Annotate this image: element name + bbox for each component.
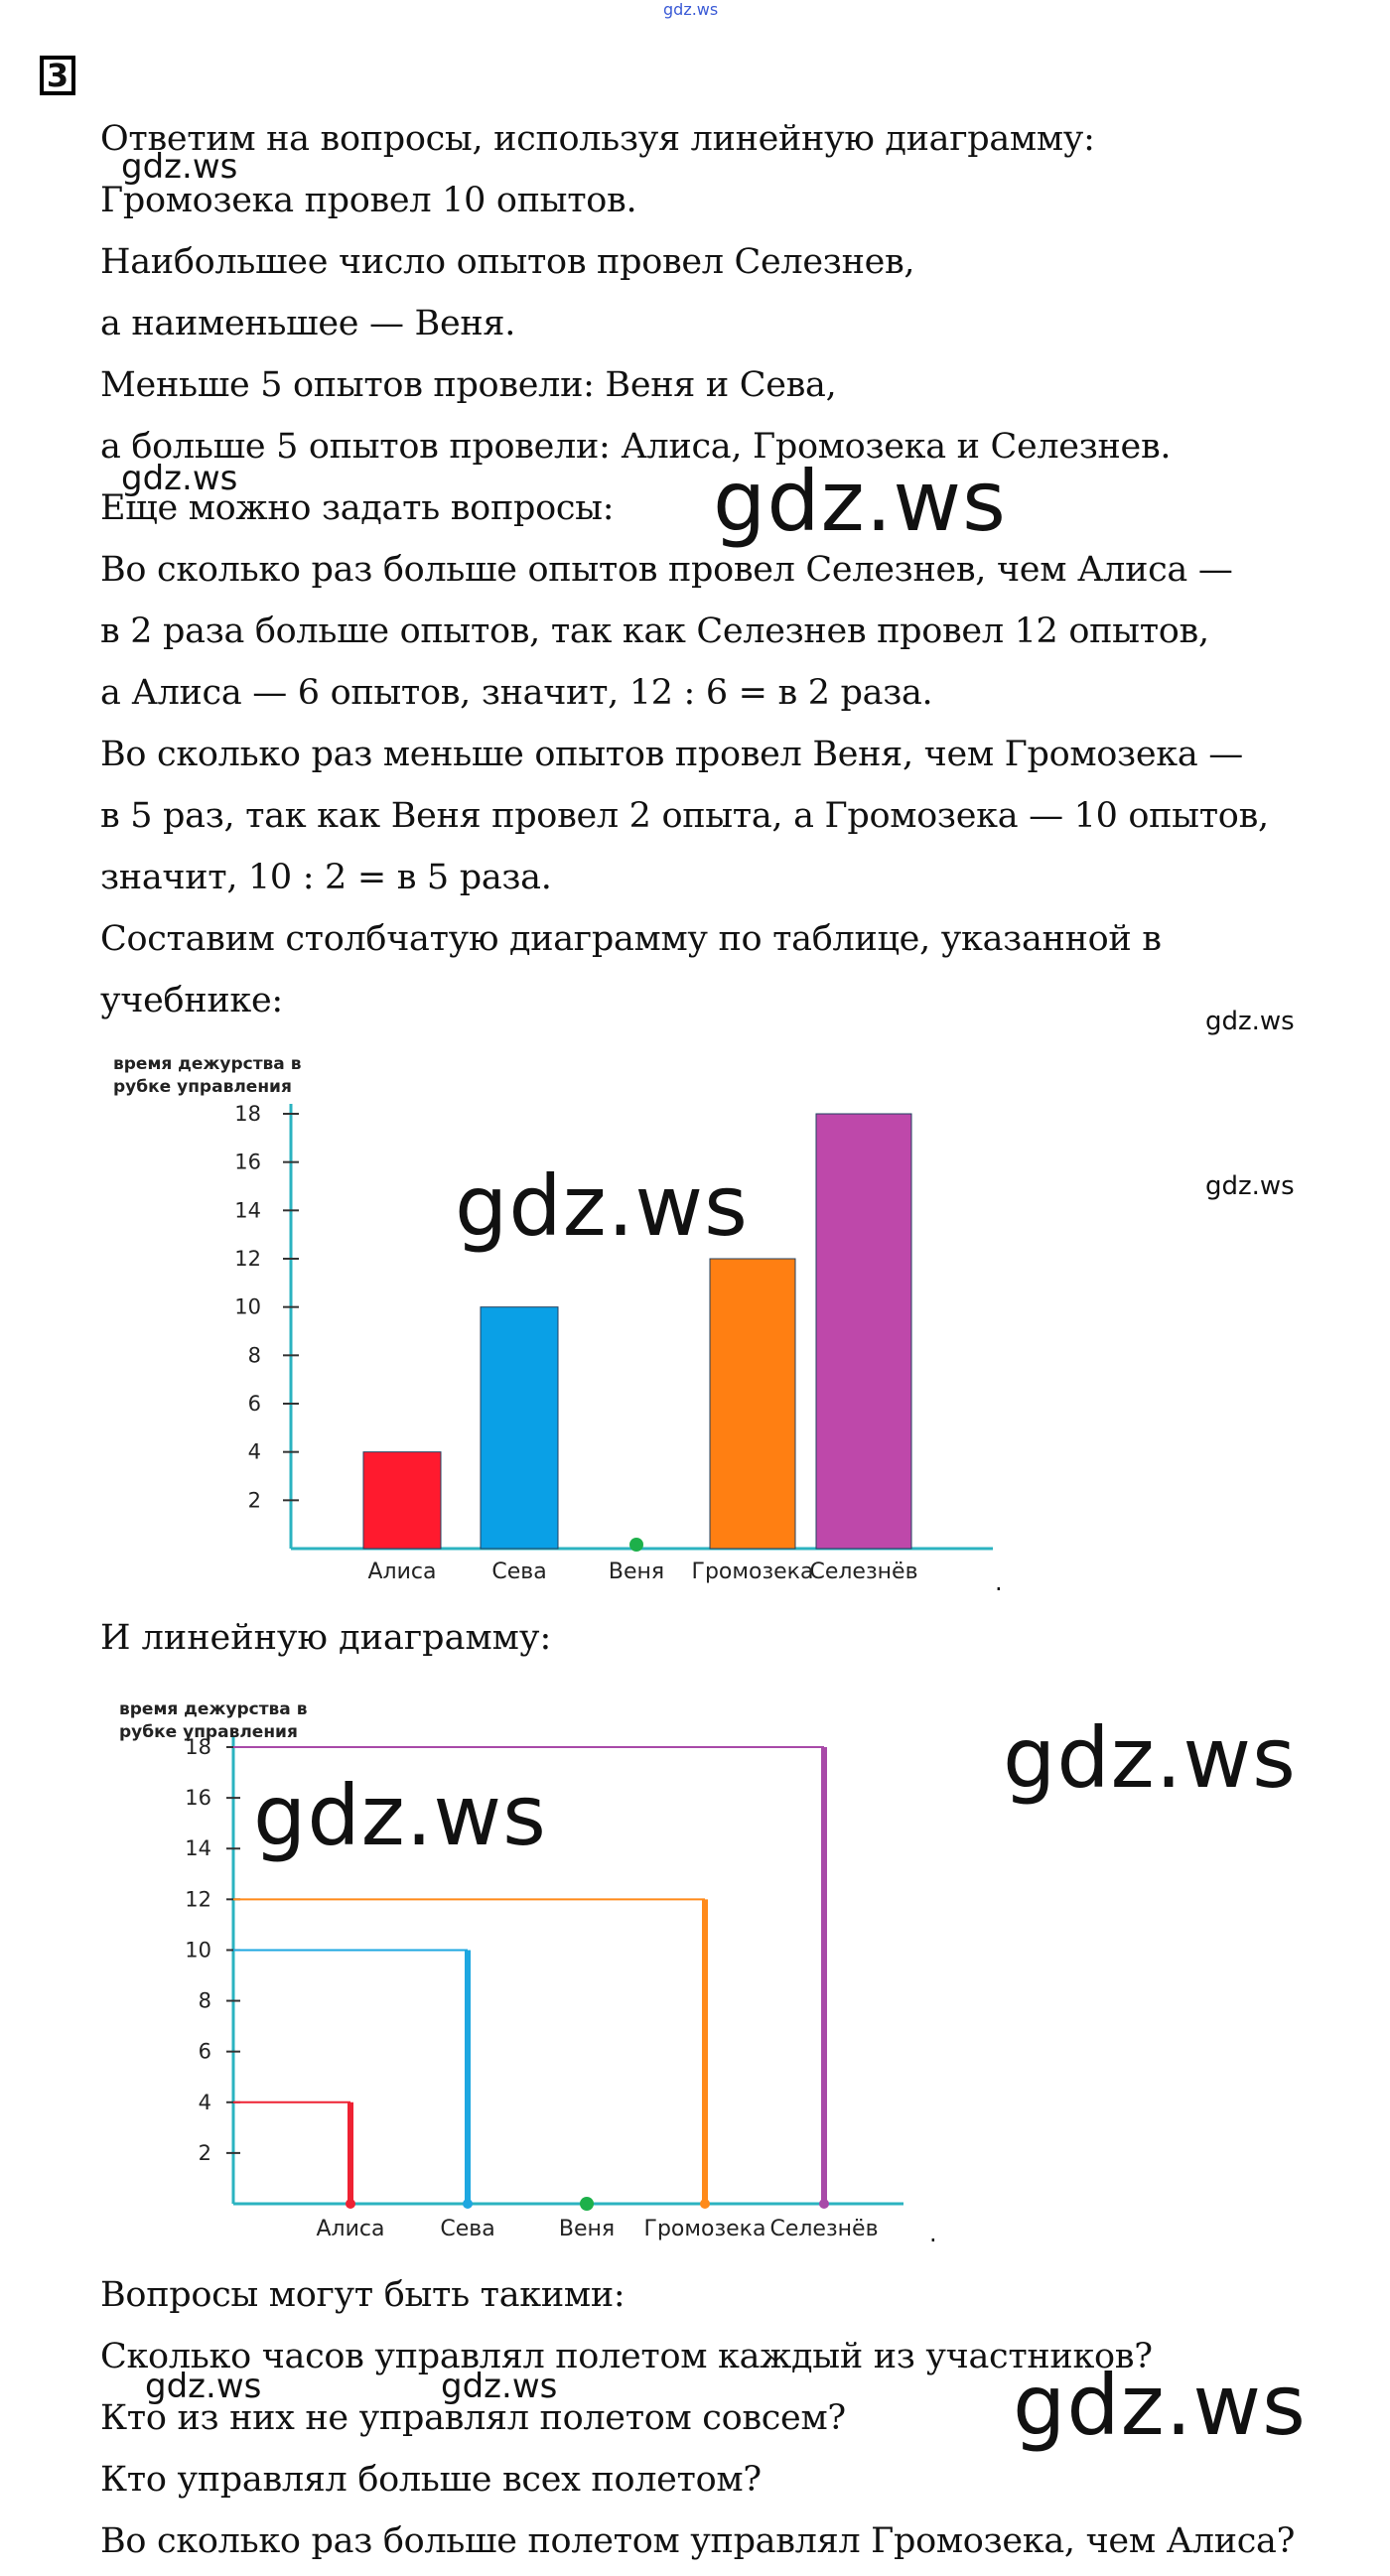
bar-chart-tick-label: 12 bbox=[234, 1247, 261, 1271]
watermark: gdz.ws bbox=[441, 2367, 558, 2406]
text-line: Меньше 5 опытов провели: Веня и Сева, bbox=[100, 365, 837, 405]
watermark: gdz.ws bbox=[1205, 1171, 1295, 1201]
text-line: Кто из них не управлял полетом совсем? bbox=[100, 2398, 846, 2438]
bar bbox=[815, 1113, 912, 1550]
line-chart-point bbox=[819, 2199, 829, 2209]
line-chart-tick-label: 14 bbox=[185, 1836, 211, 1860]
bar-chart-tick-label: 10 bbox=[234, 1295, 261, 1319]
line-chart-category-label: Громозека bbox=[644, 2217, 766, 2241]
line-chart-tick-label: 8 bbox=[199, 1989, 211, 2013]
bar-chart-category-label: Веня bbox=[609, 1559, 664, 1584]
bar-chart-category-label: Громозека bbox=[692, 1559, 814, 1584]
text-line: в 5 раз, так как Веня провел 2 опыта, а … bbox=[100, 796, 1269, 836]
stray-dot: . bbox=[929, 2220, 937, 2243]
text-line: Кто управлял больше всех полетом? bbox=[100, 2460, 762, 2500]
line-chart-category-label: Сева bbox=[440, 2217, 494, 2241]
line-chart: время дежурства в рубке управления 2 4 6 8 1… bbox=[119, 1699, 937, 2243]
bar-chart-category-label: Селезнёв bbox=[809, 1559, 917, 1584]
text-line: Громозека провел 10 опытов. bbox=[100, 181, 637, 220]
text-line: Во сколько раз больше опытов провел Селе… bbox=[100, 550, 1233, 590]
bar-zero-point bbox=[629, 1538, 643, 1552]
line-chart-tick-label: 18 bbox=[185, 1735, 211, 1759]
bar-chart-ylabel-1: время дежурства в bbox=[113, 1054, 302, 1074]
line-chart-tick-label: 4 bbox=[199, 2091, 211, 2114]
watermark: gdz.ws bbox=[121, 147, 238, 187]
text-line: а наименьшее — Веня. bbox=[100, 304, 516, 343]
text-line: Наибольшее число опытов провел Селезнев, bbox=[100, 242, 915, 282]
top-watermark: gdz.ws bbox=[663, 0, 719, 19]
bar-chart-ylabel-2: рубке управления bbox=[113, 1077, 292, 1097]
stray-dot: . bbox=[995, 1568, 1003, 1596]
line-chart-intro: И линейную диаграмму: bbox=[100, 1618, 552, 1658]
line-chart-category-label: Веня bbox=[559, 2217, 615, 2241]
bar-chart-tick-label: 6 bbox=[248, 1392, 261, 1416]
line-chart-ylabel-2: рубке управления bbox=[119, 1722, 298, 1742]
bar-chart-category-label: Сева bbox=[491, 1559, 546, 1584]
text-line: Во сколько раз меньше опытов провел Веня… bbox=[100, 735, 1243, 774]
bar-chart-tick-label: 14 bbox=[234, 1198, 261, 1222]
bar-chart-tick-label: 8 bbox=[248, 1343, 261, 1367]
watermark: gdz.ws bbox=[1205, 1007, 1295, 1036]
line-chart-category-label: Алиса bbox=[317, 2217, 385, 2241]
watermark: gdz.ws bbox=[145, 2367, 262, 2406]
text-line: Вопросы могут быть такими: bbox=[100, 2275, 626, 2315]
watermark: gdz.ws bbox=[1003, 1709, 1297, 1807]
line-chart-tick-label: 12 bbox=[185, 1887, 211, 1911]
watermark: gdz.ws bbox=[455, 1157, 749, 1255]
text-line: значит, 10 : 2 = в 5 раза. bbox=[100, 858, 552, 897]
bar bbox=[362, 1451, 442, 1550]
bar-chart-tick-label: 18 bbox=[234, 1102, 261, 1126]
bar-chart: время дежурства в рубке управления 2 4 6 8 1… bbox=[113, 1054, 1003, 1596]
line-chart-tick-label: 10 bbox=[185, 1938, 211, 1962]
watermark: gdz.ws bbox=[1013, 2357, 1307, 2454]
text-line: Еще можно задать вопросы: bbox=[100, 488, 615, 528]
line-chart-tick-label: 16 bbox=[185, 1786, 211, 1810]
line-chart-category-label: Селезнёв bbox=[769, 2217, 878, 2241]
bar bbox=[709, 1258, 796, 1550]
line-chart-zero-point bbox=[580, 2197, 594, 2211]
line-chart-point bbox=[463, 2199, 473, 2209]
line-chart-point bbox=[346, 2199, 355, 2209]
text-line: а Алиса — 6 опытов, значит, 12 : 6 = в 2… bbox=[100, 673, 933, 713]
task-number: 3 bbox=[40, 56, 75, 95]
bar-chart-tick-label: 4 bbox=[248, 1440, 261, 1464]
watermark: gdz.ws bbox=[713, 453, 1007, 550]
bar-chart-tick-label: 16 bbox=[234, 1151, 261, 1174]
text-line: в 2 раза больше опытов, так как Селезнев… bbox=[100, 611, 1209, 651]
watermark: gdz.ws bbox=[121, 459, 238, 498]
line-chart-ylabel-1: время дежурства в bbox=[119, 1699, 308, 1719]
line-chart-tick-label: 2 bbox=[199, 2141, 211, 2165]
text-line: Ответим на вопросы, используя линейную д… bbox=[100, 119, 1095, 159]
text-line: учебнике: bbox=[100, 981, 283, 1020]
text-line: Сколько часов управлял полетом каждый из… bbox=[100, 2337, 1153, 2376]
text-line: Во сколько раз больше полетом управлял Г… bbox=[100, 2521, 1296, 2561]
text-line: а больше 5 опытов провели: Алиса, Громоз… bbox=[100, 427, 1172, 467]
bar bbox=[480, 1306, 559, 1550]
text-line: Составим столбчатую диаграмму по таблице… bbox=[100, 919, 1162, 959]
line-chart-tick-label: 6 bbox=[199, 2040, 211, 2064]
watermark: gdz.ws bbox=[253, 1767, 547, 1864]
line-chart-point bbox=[700, 2199, 710, 2209]
bar-chart-category-label: Алиса bbox=[368, 1559, 437, 1584]
bar-chart-tick-label: 2 bbox=[248, 1488, 261, 1512]
